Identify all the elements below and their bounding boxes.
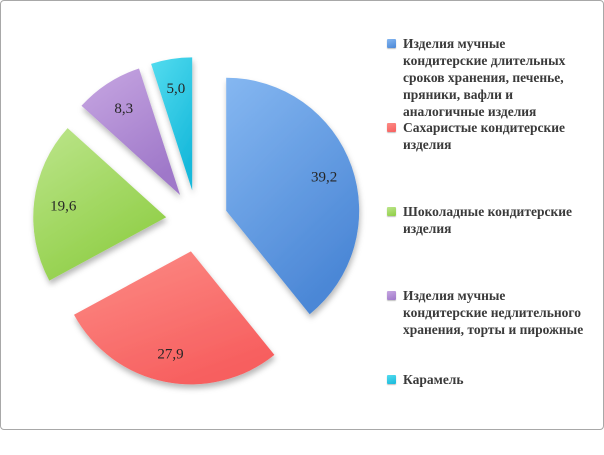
legend-label-2: Шоколадные кондитерские изделия (403, 204, 572, 236)
legend-label-3: Изделия мучные кондитерские недлительног… (403, 288, 584, 337)
legend-item-0: Изделия мучные кондитерские длительных с… (387, 35, 589, 119)
pie-slice-0 (226, 77, 360, 315)
pie-slice-value-label-2: 19,6 (50, 198, 77, 214)
legend-marker-icon (387, 207, 396, 216)
legend-item-3: Изделия мучные кондитерские недлительног… (387, 287, 589, 371)
chart-legend: Изделия мучные кондитерские длительных с… (387, 35, 589, 455)
legend-marker-icon (387, 39, 396, 48)
legend-label-0: Изделия мучные кондитерские длительных с… (403, 36, 566, 119)
pie-chart: 39,2 27,9 19,6 8,3 5,0 (33, 57, 360, 385)
chart-frame: 39,2 27,9 19,6 8,3 5,0 Изделия мучные кондит… (0, 0, 604, 430)
pie-slice-value-label-0: 39,2 (311, 169, 337, 185)
legend-marker-icon (387, 291, 396, 300)
pie-slice-value-label-3: 8,3 (114, 101, 133, 117)
legend-item-4: Карамель (387, 371, 589, 455)
legend-item-1: Сахаристые кондитерские изделия (387, 119, 589, 203)
legend-label-1: Сахаристые кондитерские изделия (403, 120, 566, 152)
pie-slice-4 (151, 57, 193, 191)
pie-slice-3 (81, 68, 181, 195)
pie-slice-value-label-4: 5,0 (167, 81, 186, 97)
pie-slice-value-label-1: 27,9 (157, 346, 183, 362)
pie-slice-1 (74, 251, 275, 385)
legend-label-4: Карамель (403, 372, 464, 387)
pie-slice-2 (33, 128, 167, 281)
legend-item-2: Шоколадные кондитерские изделия (387, 203, 589, 287)
legend-marker-icon (387, 375, 396, 384)
legend-marker-icon (387, 123, 396, 132)
